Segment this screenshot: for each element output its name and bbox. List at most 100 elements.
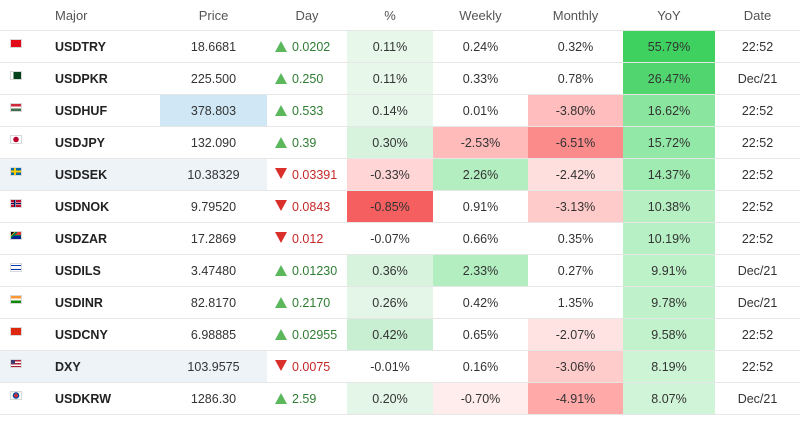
triangle-down-icon [275,199,287,211]
table-row[interactable]: USDCNY 6.98885 0.02955 0.42% 0.65% -2.07% 9.58… [0,318,800,351]
percent-cell: 0.36% [347,254,433,287]
symbol-cell[interactable]: USDINR [0,286,160,319]
symbol-link[interactable]: USDSEK [55,168,108,182]
percent-cell: -0.85% [347,190,433,223]
day-change-value: 0.533 [292,103,324,118]
yoy-cell: 14.37% [623,158,715,191]
day-change-value: 0.01230 [292,263,338,278]
symbol-cell[interactable]: USDNOK [0,190,160,223]
symbol-link[interactable]: USDKRW [55,392,112,406]
symbol-cell[interactable]: USDJPY [0,126,160,159]
triangle-up-icon [275,136,287,148]
cn-flag [10,327,22,336]
monthly-cell: -3.06% [528,350,623,383]
table-row[interactable]: USDINR 82.8170 0.2170 0.26% 0.42% 1.35% 9.78% D… [0,286,800,319]
yoy-cell: 26.47% [623,62,715,95]
symbol-cell[interactable]: USDCNY [0,318,160,351]
monthly-cell: 0.78% [528,62,623,95]
se-flag [10,167,22,176]
symbol-cell[interactable]: USDZAR [0,222,160,255]
day-change-cell: 0.0075 [267,350,347,383]
table-row[interactable]: USDNOK 9.79520 0.0843 -0.85% 0.91% -3.13% 10.3… [0,190,800,223]
date-cell: 22:52 [715,318,800,351]
header-major[interactable]: Major [0,0,160,31]
header-date[interactable]: Date [715,0,800,31]
symbol-link[interactable]: USDZAR [55,232,108,246]
symbol-link[interactable]: USDHUF [55,104,108,118]
table-row[interactable]: USDHUF 378.803 0.533 0.14% 0.01% -3.80% 16.62%… [0,94,800,127]
symbol-link[interactable]: USDINR [55,296,103,310]
triangle-up-icon [275,264,287,276]
table-row[interactable]: USDKRW 1286.30 2.59 0.20% -0.70% -4.91% 8.07% D… [0,382,800,415]
day-change-value: 0.2170 [292,295,331,310]
symbol-cell[interactable]: USDHUF [0,94,160,127]
table-row[interactable]: USDTRY 18.6681 0.0202 0.11% 0.24% 0.32% 55.79%… [0,30,800,63]
symbol-link[interactable]: USDNOK [55,200,110,214]
tr-flag [10,39,22,48]
header-yoy[interactable]: YoY [623,0,715,31]
symbol-cell[interactable]: USDKRW [0,382,160,415]
price-cell: 10.38329 [160,158,267,191]
symbol-link[interactable]: USDCNY [55,328,108,342]
symbol-cell[interactable]: USDSEK [0,158,160,191]
weekly-cell: 2.26% [433,158,528,191]
day-change-cell: 0.39 [267,126,347,159]
day-change-cell: 0.0843 [267,190,347,223]
yoy-cell: 8.07% [623,382,715,415]
day-change-cell: 0.01230 [267,254,347,287]
triangle-up-icon [275,296,287,308]
symbol-cell[interactable]: DXY [0,350,160,383]
day-change-value: 0.0202 [292,39,331,54]
price-cell: 18.6681 [160,30,267,63]
table-row[interactable]: USDJPY 132.090 0.39 0.30% -2.53% -6.51% 15.72%… [0,126,800,159]
symbol-cell[interactable]: USDILS [0,254,160,287]
symbol-link[interactable]: USDJPY [55,136,106,150]
triangle-down-icon [275,231,287,243]
table-row[interactable]: USDILS 3.47480 0.01230 0.36% 2.33% 0.27% 9.91%… [0,254,800,287]
date-cell: Dec/21 [715,254,800,287]
table-row[interactable]: DXY 103.9575 0.0075 -0.01% 0.16% -3.06% 8.19% 2… [0,350,800,383]
yoy-cell: 15.72% [623,126,715,159]
header-day[interactable]: Day [267,0,347,31]
triangle-up-icon [275,40,287,52]
monthly-cell: 1.35% [528,286,623,319]
percent-cell: 0.11% [347,30,433,63]
monthly-cell: -6.51% [528,126,623,159]
hu-flag [10,103,22,112]
symbol-cell[interactable]: USDPKR [0,62,160,95]
date-cell: 22:52 [715,222,800,255]
table-row[interactable]: USDSEK 10.38329 0.03391 -0.33% 2.26% -2.42% 14… [0,158,800,191]
date-cell: Dec/21 [715,62,800,95]
price-cell: 103.9575 [160,350,267,383]
day-change-value: 0.39 [292,135,317,150]
price-cell: 6.98885 [160,318,267,351]
symbol-cell[interactable]: USDTRY [0,30,160,63]
percent-cell: -0.33% [347,158,433,191]
monthly-cell: -3.13% [528,190,623,223]
symbol-link[interactable]: USDTRY [55,40,106,54]
date-cell: Dec/21 [715,286,800,319]
weekly-cell: 0.66% [433,222,528,255]
day-change-value: 0.0075 [292,359,331,374]
yoy-cell: 9.91% [623,254,715,287]
price-cell: 378.803 [160,94,267,127]
header-percent[interactable]: % [347,0,433,31]
monthly-cell: -2.42% [528,158,623,191]
table-row[interactable]: USDPKR 225.500 0.250 0.11% 0.33% 0.78% 26.47% D… [0,62,800,95]
table-row[interactable]: USDZAR 17.2869 0.012 -0.07% 0.66% 0.35% 10.19%… [0,222,800,255]
symbol-link[interactable]: DXY [55,360,81,374]
header-monthly[interactable]: Monthly [528,0,623,31]
triangle-up-icon [275,104,287,116]
symbol-link[interactable]: USDPKR [55,72,108,86]
weekly-cell: 0.65% [433,318,528,351]
monthly-cell: 0.35% [528,222,623,255]
day-change-cell: 0.250 [267,62,347,95]
header-weekly[interactable]: Weekly [433,0,528,31]
symbol-link[interactable]: USDILS [55,264,101,278]
us-flag [10,359,22,368]
day-change-cell: 0.03391 [267,158,347,191]
day-change-cell: 0.2170 [267,286,347,319]
day-change-cell: 2.59 [267,382,347,415]
date-cell: 22:52 [715,190,800,223]
header-price[interactable]: Price [160,0,267,31]
